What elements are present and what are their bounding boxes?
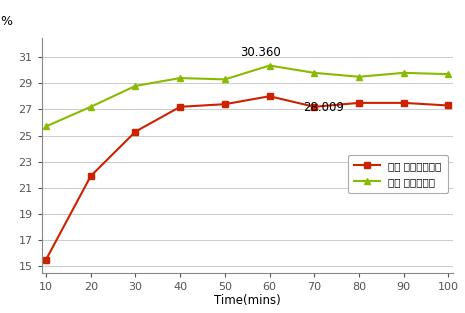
수분 흥수율（％） [222, 102, 228, 106]
수분 함량（％） [43, 125, 49, 128]
수분 흥수율（％） [401, 101, 406, 105]
수분 흥수율（％） [88, 174, 93, 178]
수분 흥수율（％） [356, 101, 362, 105]
수분 흥수율（％） [43, 258, 49, 261]
수분 함량（％） [445, 72, 451, 76]
수분 함량（％） [177, 76, 183, 80]
수분 함량（％） [133, 84, 138, 88]
수분 흥수율（％） [267, 94, 272, 98]
수분 함량（％） [401, 71, 406, 75]
Text: 28.009: 28.009 [303, 100, 344, 114]
Line: 수분 함량（％）: 수분 함량（％） [43, 62, 452, 130]
Text: 30.360: 30.360 [240, 46, 281, 59]
Legend: 수분 흥수율（％）, 수분 함량（％）: 수분 흥수율（％）, 수분 함량（％） [347, 155, 448, 193]
수분 흥수율（％） [312, 105, 317, 109]
수분 함량（％） [356, 75, 362, 79]
Text: %: % [0, 15, 13, 28]
수분 흥수율（％） [177, 105, 183, 109]
수분 함량（％） [312, 71, 317, 75]
Line: 수분 흥수율（％）: 수분 흥수율（％） [43, 93, 452, 263]
수분 흥수율（％） [133, 130, 138, 133]
수분 흥수율（％） [445, 104, 451, 107]
X-axis label: Time(mins): Time(mins) [214, 295, 280, 307]
수분 함량（％） [88, 105, 93, 109]
수분 함량（％） [267, 64, 272, 67]
수분 함량（％） [222, 78, 228, 81]
